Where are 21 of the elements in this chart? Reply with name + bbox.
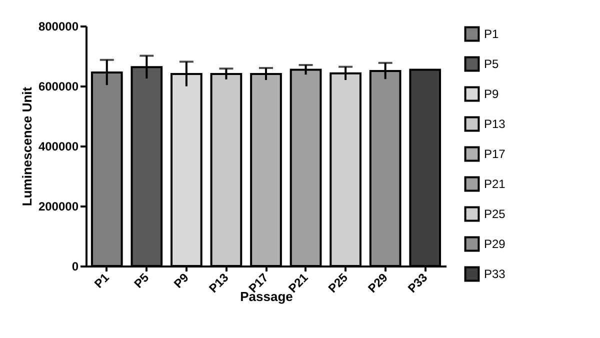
y-axis-title: Luminescence Unit (19, 86, 34, 206)
y-tick-label: 800000 (38, 20, 79, 34)
x-tick-label: P33 (405, 270, 430, 296)
x-tick-label: P9 (171, 270, 192, 291)
legend-label: P17 (484, 147, 506, 161)
x-tick-label: P13 (206, 270, 232, 296)
legend-label: P13 (484, 117, 506, 131)
x-tick-label: P25 (326, 270, 351, 296)
x-tick-label: P5 (131, 270, 152, 291)
legend-label: P29 (484, 237, 506, 251)
x-tick-label: P1 (92, 270, 112, 291)
legend-label: P9 (484, 87, 500, 101)
y-tick-label: 200000 (38, 200, 79, 214)
y-tick-label: 600000 (38, 80, 79, 94)
legend-label: P1 (484, 27, 500, 41)
legend-label: P25 (484, 207, 506, 221)
legend-label: P21 (484, 177, 506, 191)
y-tick-label: 400000 (38, 140, 79, 154)
y-tick-label: 0 (72, 260, 79, 274)
x-tick-label: P29 (365, 270, 391, 296)
legend-label: P5 (484, 57, 500, 71)
